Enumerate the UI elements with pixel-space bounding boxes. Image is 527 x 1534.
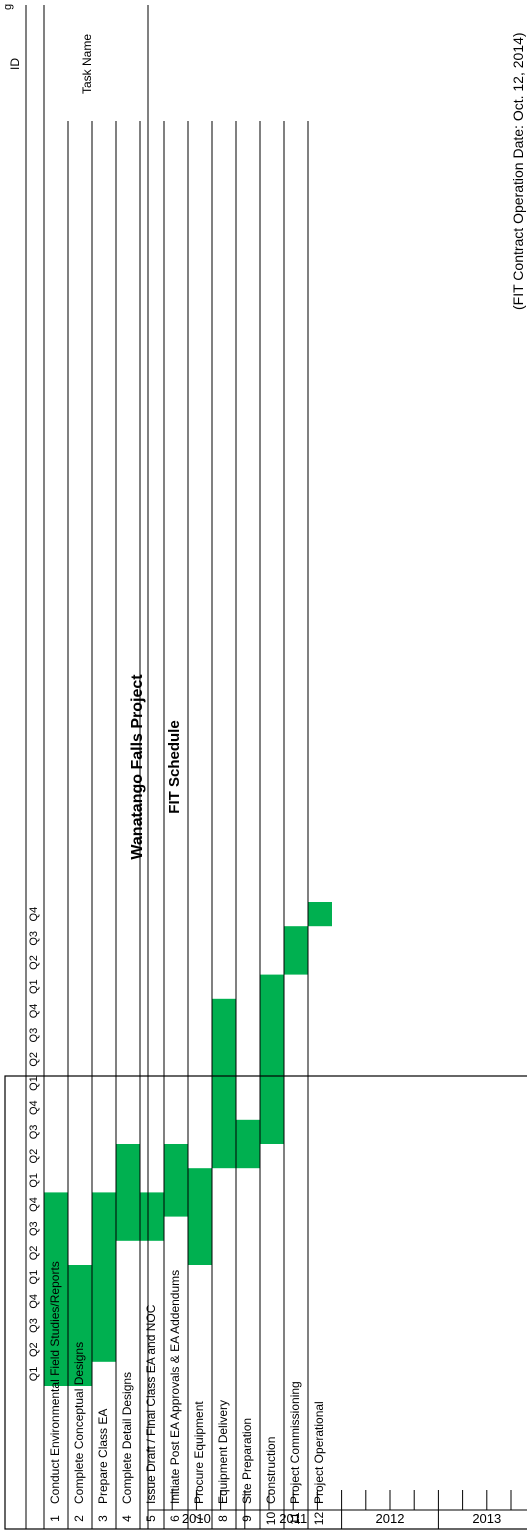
gantt-bar-11 <box>284 926 308 975</box>
quarter-label: Q2 <box>28 1052 40 1067</box>
quarter-label: Q1 <box>28 1270 40 1285</box>
task-id: 1 <box>48 1515 62 1522</box>
task-name: Construction <box>264 1437 278 1504</box>
gantt-bar-1 <box>44 1192 68 1386</box>
gantt-bar-6 <box>164 1144 188 1217</box>
task-name: Site Preparation <box>240 1418 254 1504</box>
year-label: 2012 <box>376 1511 405 1526</box>
task-name: Complete Detail Designs <box>120 1372 134 1504</box>
corner-text: g <box>2 3 14 10</box>
quarter-label: Q2 <box>28 1149 40 1164</box>
quarter-label: Q3 <box>28 1221 40 1236</box>
task-name: Initiate Post EA Approvals & EA Addendum… <box>168 1270 182 1504</box>
task-id: 2 <box>72 1515 86 1522</box>
gantt-bar-7 <box>188 1168 212 1265</box>
gantt-bar-5 <box>140 1192 164 1241</box>
quarter-label: Q4 <box>28 1100 40 1115</box>
quarter-label: Q2 <box>28 955 40 970</box>
quarter-label: Q3 <box>28 931 40 946</box>
quarter-label: Q1 <box>28 979 40 994</box>
quarter-label: Q1 <box>28 1076 40 1091</box>
task-id: 10 <box>264 1512 278 1526</box>
quarter-label: Q4 <box>28 1197 40 1212</box>
quarter-label: Q1 <box>28 1367 40 1382</box>
task-name: Procure Equipment <box>192 1401 206 1504</box>
task-name: Project Commissioning <box>288 1381 302 1504</box>
task-id: 3 <box>96 1515 110 1522</box>
task-id: 5 <box>144 1515 158 1522</box>
quarter-label: Q4 <box>28 1294 40 1309</box>
task-id: 9 <box>240 1515 254 1522</box>
quarter-label: Q3 <box>28 1028 40 1043</box>
task-name: Conduct Environmental Field Studies/Repo… <box>48 1261 62 1504</box>
task-id: 7 <box>192 1515 206 1522</box>
gantt-bar-2 <box>68 1265 92 1386</box>
gantt-bar-12 <box>308 902 332 927</box>
task-column-header: Task Name <box>80 34 94 94</box>
task-id: 4 <box>120 1515 134 1522</box>
quarter-label: Q3 <box>28 1125 40 1140</box>
task-name: Project Operational <box>312 1401 326 1504</box>
task-id: 12 <box>312 1512 326 1526</box>
task-name: Prepare Class EA <box>96 1409 110 1504</box>
task-name: Issue Draft / Final Class EA and NOC <box>144 1304 158 1504</box>
gantt-bar-9 <box>236 1119 260 1169</box>
year-label: 2013 <box>472 1511 501 1526</box>
table-border <box>4 1075 527 1530</box>
quarter-label: Q1 <box>28 1173 40 1188</box>
gantt-bar-10 <box>260 974 284 1144</box>
quarter-label: Q2 <box>28 1246 40 1261</box>
quarter-label: Q2 <box>28 1342 40 1357</box>
task-id: 11 <box>288 1512 302 1525</box>
year-label: 2011 <box>279 1511 307 1526</box>
year-label: 2010 <box>182 1511 211 1526</box>
id-column-header: ID <box>8 58 22 70</box>
task-id: 8 <box>216 1515 230 1522</box>
quarter-label: Q4 <box>28 1004 40 1019</box>
task-name: Complete Conceptual Designs <box>72 1342 86 1504</box>
quarter-label: Q3 <box>28 1318 40 1333</box>
milestone-note: (FIT Contract Operation Date: Oct. 12, 2… <box>510 32 526 310</box>
gantt-bar-8 <box>212 998 236 1169</box>
quarter-label: Q4 <box>28 907 40 922</box>
task-name: Equipment Delivery <box>216 1400 230 1504</box>
gantt-bar-4 <box>116 1143 140 1241</box>
gantt-bar-3 <box>92 1192 116 1362</box>
task-id: 6 <box>168 1515 182 1522</box>
